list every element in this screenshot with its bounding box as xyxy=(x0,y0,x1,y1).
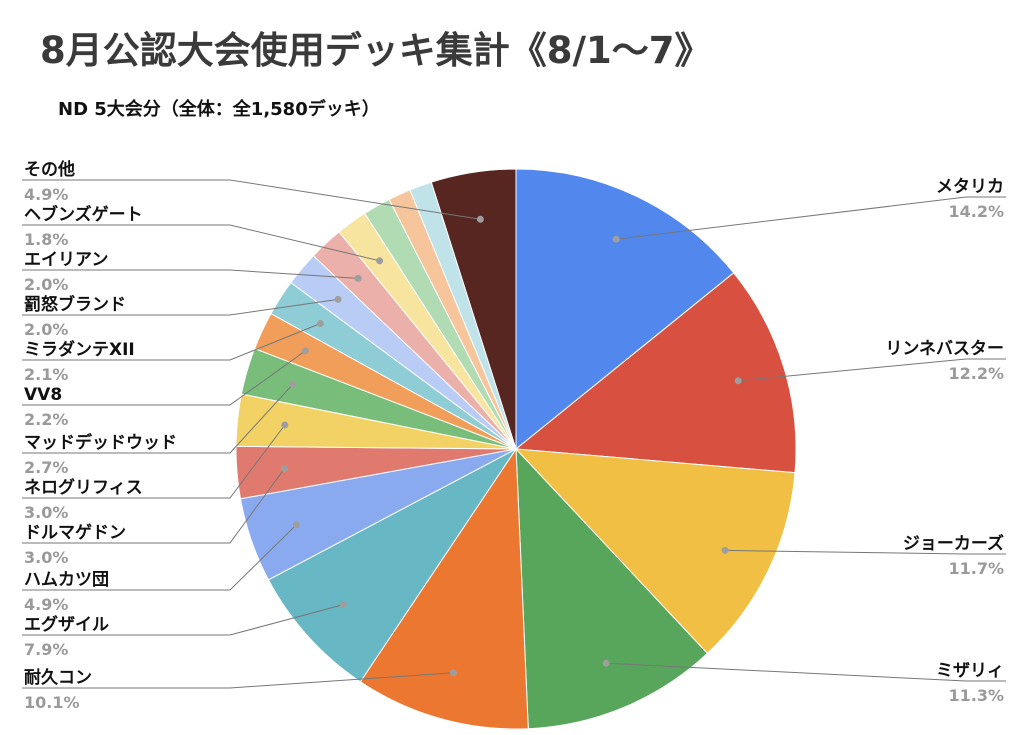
slice-label: VV8 xyxy=(24,385,62,405)
slice-label: エイリアン xyxy=(24,250,108,270)
slice-label: ミザリィ xyxy=(936,661,1004,681)
slice-percent: 12.2% xyxy=(948,364,1004,383)
slice-label: ハムカツ団 xyxy=(24,570,109,590)
slice-percent: 2.1% xyxy=(24,365,68,384)
slice-percent: 2.0% xyxy=(24,275,68,294)
slice-percent: 2.7% xyxy=(24,458,68,477)
leader-line xyxy=(22,421,289,499)
slice-percent: 4.9% xyxy=(24,595,68,614)
leader-line xyxy=(22,179,484,223)
leader-line xyxy=(22,224,384,265)
slice-label: ミラダンテXII xyxy=(24,339,135,360)
leader-line xyxy=(22,669,457,689)
chart-subtitle: ND 5大会分（全体：全1,580デッキ） xyxy=(58,99,380,120)
leader-line xyxy=(22,601,347,636)
slice-label: ジョーカーズ xyxy=(903,533,1004,554)
slice-label: その他 xyxy=(24,159,75,180)
slice-percent: 10.1% xyxy=(24,693,80,712)
slice-label: マッドデッドウッド xyxy=(24,432,177,453)
slice-percent: 2.0% xyxy=(24,320,68,339)
slice-label: エグザイル xyxy=(24,614,109,635)
slice-percent: 4.9% xyxy=(24,185,68,204)
slice-percent: 7.9% xyxy=(24,640,68,659)
leader-line xyxy=(22,380,297,454)
leader-line xyxy=(22,347,309,406)
slice-label: 罰怒ブランド xyxy=(24,294,126,315)
pie-slice xyxy=(514,448,796,655)
leader-line xyxy=(22,269,362,282)
slice-label: ドルマゲドン xyxy=(24,522,126,543)
slice-percent: 11.7% xyxy=(948,559,1004,578)
leader-line xyxy=(22,295,342,316)
slice-percent: 1.8% xyxy=(24,230,68,249)
slice-percent: 11.3% xyxy=(948,686,1004,705)
leader-line xyxy=(22,521,300,591)
leader-line xyxy=(22,465,288,544)
chart-title: 8月公認大会使用デッキ集計《8/1〜7》 xyxy=(40,29,712,72)
slice-percent: 2.2% xyxy=(24,410,68,429)
slice-label: ヘブンズゲート xyxy=(24,204,143,225)
slice-percent: 14.2% xyxy=(948,202,1004,221)
leader-line xyxy=(721,546,1006,555)
slice-label: 耐久コン xyxy=(24,667,92,688)
leader-line xyxy=(734,358,1006,385)
pie-slice xyxy=(430,168,517,450)
pie-slice xyxy=(515,447,709,730)
leader-line xyxy=(22,320,324,361)
slice-label: ネログリフィス xyxy=(24,477,143,498)
slice-percent: 3.0% xyxy=(24,548,68,567)
pie-slice xyxy=(359,447,529,730)
leader-line xyxy=(602,659,1006,682)
pie-slice xyxy=(515,168,735,451)
pie-slice xyxy=(514,272,797,474)
slice-percent: 3.0% xyxy=(24,503,68,522)
slice-label: メタリカ xyxy=(936,177,1004,197)
leader-line xyxy=(612,196,1006,243)
slice-label: リンネバスター xyxy=(885,339,1004,359)
